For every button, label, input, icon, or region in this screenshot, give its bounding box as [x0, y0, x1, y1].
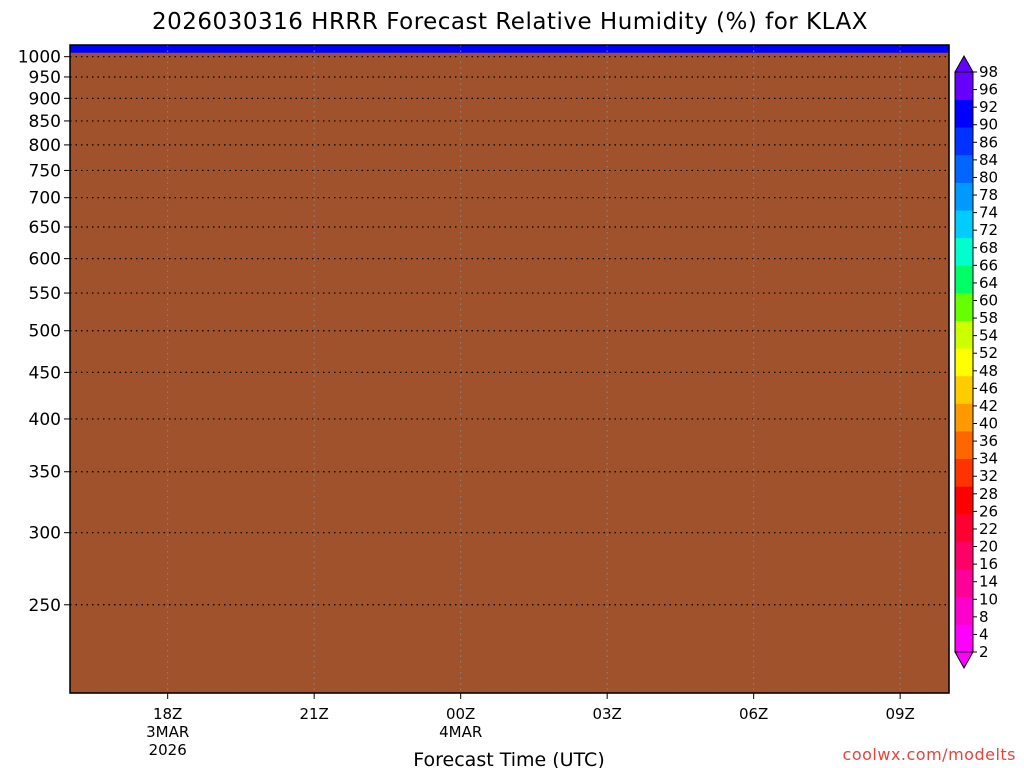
heatmap-cell [180, 45, 191, 51]
heatmap-cell [380, 45, 391, 51]
heatmap-cell [570, 45, 581, 51]
heatmap-cell [230, 45, 241, 51]
heatmap-cell [890, 45, 901, 51]
heatmap-cell [740, 45, 751, 51]
heatmap-cell [130, 45, 141, 51]
heatmap-cell [390, 45, 401, 51]
heatmap-cell [650, 45, 661, 51]
heatmap-cell [360, 45, 371, 51]
heatmap-cell [810, 45, 821, 51]
heatmap-cell [420, 45, 431, 51]
heatmap-cell [700, 45, 711, 51]
heatmap-cell [640, 45, 651, 51]
heatmap-cell [120, 45, 131, 51]
heatmap-cell [150, 45, 161, 51]
heatmap-cell [280, 45, 291, 51]
heatmap-cell [170, 45, 181, 51]
heatmap-cell [610, 45, 621, 51]
heatmap-cell [630, 45, 641, 51]
heatmap-cell [620, 45, 631, 51]
heatmap-cell [680, 45, 691, 51]
heatmap-cell [220, 45, 231, 51]
heatmap-cell [870, 45, 881, 51]
heatmap-cell [900, 45, 911, 51]
heatmap-cell [510, 45, 521, 51]
heatmap-cell [860, 45, 871, 51]
heatmap-cell [410, 45, 421, 51]
heatmap-cell [770, 45, 781, 51]
heatmap-cell [470, 45, 481, 51]
heatmap-cell [660, 45, 671, 51]
heatmap-cell [440, 45, 451, 51]
heatmap-cell [820, 45, 831, 51]
heatmap-cell [240, 45, 251, 51]
heatmap-cell [670, 45, 681, 51]
heatmap-cell [940, 45, 950, 51]
heatmap-cell [710, 45, 721, 51]
heatmap-cell [790, 45, 801, 51]
heatmap-cell [590, 45, 601, 51]
heatmap-cell [330, 45, 341, 51]
heatmap-cell [110, 45, 121, 51]
heatmap-cell [780, 45, 791, 51]
heatmap-cell [930, 45, 941, 51]
heatmap-cell [480, 45, 491, 51]
heatmap-cell [830, 45, 841, 51]
heatmap-cell [300, 45, 311, 51]
heatmap-cell [540, 45, 551, 51]
heatmap-cell [100, 45, 111, 51]
heatmap-cell [140, 45, 151, 51]
heatmap-cell [560, 45, 571, 51]
heatmap-cell [690, 45, 701, 51]
heatmap-cell [520, 45, 531, 51]
heatmap-cell [160, 45, 171, 51]
heatmap-cell [730, 45, 741, 51]
heatmap-cell [260, 45, 271, 51]
heatmap-cell [920, 45, 931, 51]
heatmap-cell [760, 45, 771, 51]
heatmap-cell [430, 45, 441, 51]
heatmap-cell [200, 45, 211, 51]
heatmap-cell [580, 45, 591, 51]
heatmap-cell [320, 45, 331, 51]
heatmap-cell [400, 45, 411, 51]
heatmap-cell [490, 45, 501, 51]
heatmap-cell [310, 45, 321, 51]
heatmap-cell [750, 45, 761, 51]
heatmap-cell [800, 45, 811, 51]
heatmap-cell [840, 45, 851, 51]
heatmap-cell [550, 45, 561, 51]
chart-title: 2026030316 HRRR Forecast Relative Humidi… [152, 9, 868, 35]
heatmap-cell [500, 45, 511, 51]
heatmap-cell [290, 45, 301, 51]
heatmap-cell [210, 45, 221, 51]
heatmap-cell [530, 45, 541, 51]
heatmap-cell [850, 45, 861, 51]
heatmap-cell [190, 45, 201, 51]
heatmap-cell [80, 45, 91, 51]
heatmap-cell [720, 45, 731, 51]
heatmap-cell [350, 45, 361, 51]
heatmap-cell [340, 45, 351, 51]
heatmap-cell [70, 45, 81, 51]
heatmap-cell [910, 45, 921, 51]
heatmap-cell [250, 45, 261, 51]
heatmap-cell [880, 45, 891, 51]
heatmap-cell [600, 45, 611, 51]
heatmap-cell [270, 45, 281, 51]
heatmap-cell [90, 45, 101, 51]
heatmap-cell [460, 45, 471, 51]
heatmap-cell [370, 45, 381, 51]
heatmap-cell [450, 45, 461, 51]
